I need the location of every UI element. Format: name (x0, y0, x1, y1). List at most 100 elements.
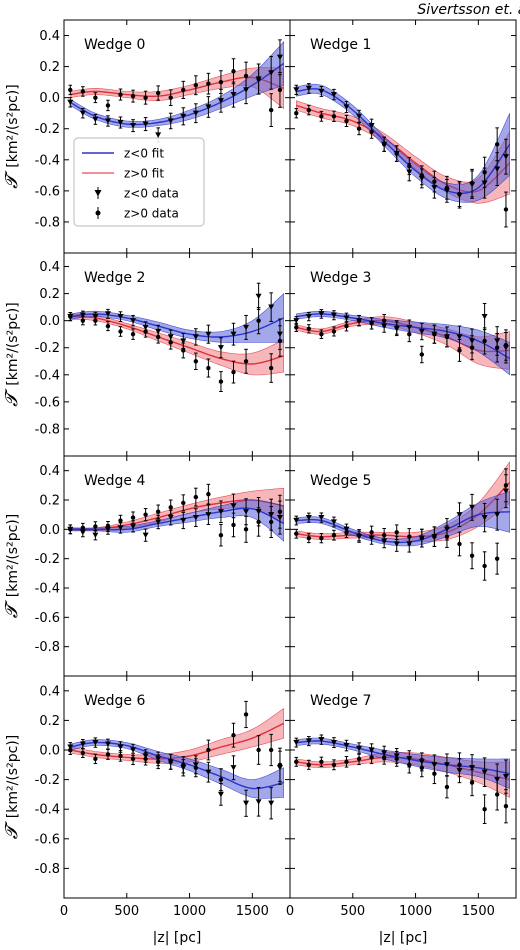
north-data-point (93, 521, 98, 532)
south-data-point (406, 319, 413, 336)
south-data-point (406, 535, 413, 553)
south-data-point (356, 109, 363, 123)
south-data-point (104, 308, 111, 319)
north-data-point (306, 533, 312, 544)
north-data-point (268, 93, 274, 128)
y-tick-label: -0.6 (35, 611, 60, 626)
x-tick-label: 500 (340, 904, 365, 919)
south-data-point (393, 145, 400, 162)
south-data-point (217, 88, 224, 113)
south-data-point (469, 493, 476, 521)
south-data-point (92, 737, 99, 748)
y-tick-label: -0.2 (35, 122, 60, 137)
y-tick-label: -0.6 (35, 832, 60, 847)
south-data-point (469, 754, 476, 782)
south-data-point (205, 761, 212, 783)
south-data-point (456, 758, 463, 784)
south-data-point (217, 783, 224, 806)
north-data-point (218, 523, 224, 547)
south-data-point (276, 39, 283, 76)
south-data-point (343, 523, 350, 536)
south-data-point (255, 786, 262, 817)
panel-wedge-4: -0.8 -0.6 -0.4 -0.2 0.0 0.2 0.4 Wedge 4 (35, 455, 291, 677)
south-data-point (393, 536, 400, 552)
south-data-point (431, 754, 438, 776)
south-data-point (276, 318, 283, 350)
south-data-point (330, 310, 337, 321)
north-data-point (206, 72, 211, 95)
south-data-point (456, 502, 463, 527)
north-data-point (294, 756, 299, 767)
south-data-point (481, 502, 488, 533)
south-fit-band (296, 310, 510, 376)
south-data-point (192, 755, 199, 775)
south-data-point (293, 737, 300, 748)
south-data-point (192, 103, 199, 124)
y-tick-label: -0.4 (35, 803, 60, 818)
plot-area (293, 734, 510, 825)
y-tick-label: 0.4 (39, 29, 60, 44)
south-data-point (155, 514, 162, 530)
north-data-point (130, 328, 136, 340)
north-data-point (306, 104, 312, 116)
north-data-point (143, 508, 148, 522)
north-data-point (331, 529, 337, 541)
wedge-title: Wedge 2 (84, 270, 145, 286)
south-data-point (343, 100, 350, 114)
panel-wedge-6: -0.8 -0.6 -0.4 -0.2 0.0 0.2 0.4 0 500 1000 1500 Wed… (35, 675, 291, 919)
south-data-point (393, 321, 400, 337)
south-data-point (293, 316, 300, 326)
south-fit-band (296, 490, 510, 547)
south-data-point (318, 309, 325, 319)
south-data-point (293, 515, 300, 526)
south-data-point (167, 329, 174, 345)
y-tick-label: 0.4 (39, 684, 60, 699)
south-data-point (142, 321, 149, 334)
panel-wedge-1: Wedge 1 (289, 19, 517, 254)
south-data-point (418, 168, 425, 189)
legend-label: z<0 data (124, 187, 179, 201)
south-data-point (205, 96, 212, 118)
south-data-point (230, 493, 237, 519)
south-data-point (243, 789, 250, 817)
south-data-point (67, 524, 74, 535)
south-fit-line (296, 511, 510, 544)
south-data-point (356, 530, 363, 543)
y-axis-units: [km²/(s²pc)] (5, 84, 21, 167)
y-axis-symbol: 𝓣 (2, 170, 22, 189)
south-data-point (343, 312, 350, 324)
y-tick-label: -0.6 (35, 395, 60, 410)
south-fit-line (296, 88, 511, 195)
panel-wedge-5: Wedge 5 (289, 455, 517, 677)
north-data-point (181, 494, 186, 512)
south-data-point (456, 182, 463, 209)
svg-text:𝓣[km²/(s²pc)]: 𝓣 [km²/(s²pc)] (2, 302, 22, 406)
wedge-title: Wedge 3 (310, 270, 371, 286)
south-data-point (381, 745, 388, 761)
y-tick-label: 0.2 (39, 287, 60, 302)
y-axis-symbol: 𝓣 (2, 599, 22, 618)
north-fit-band (70, 708, 284, 764)
south-data-point (481, 757, 488, 788)
south-data-point (117, 522, 124, 534)
y-tick-label: -0.2 (35, 341, 60, 356)
north-data-point (256, 735, 261, 765)
y-tick-label: 0.4 (39, 260, 60, 275)
north-data-point (494, 542, 500, 575)
north-data-point (344, 756, 349, 768)
south-data-point (79, 527, 86, 538)
wedge-title: Wedge 7 (310, 693, 371, 709)
south-data-point (180, 107, 187, 126)
south-data-point (79, 107, 86, 119)
legend-entry: z>0 fit (82, 167, 164, 181)
x-tick-label: 0 (286, 904, 294, 919)
north-data-point (231, 722, 236, 748)
south-data-point (243, 498, 250, 526)
south-data-point (180, 333, 187, 349)
svg-text:𝓣[km²/(s²pc)]: 𝓣 [km²/(s²pc)] (2, 735, 22, 839)
south-fit-band (296, 83, 510, 203)
north-data-point (503, 191, 509, 228)
north-data-point (319, 110, 324, 122)
north-data-point (268, 353, 274, 383)
north-data-point (419, 345, 425, 364)
